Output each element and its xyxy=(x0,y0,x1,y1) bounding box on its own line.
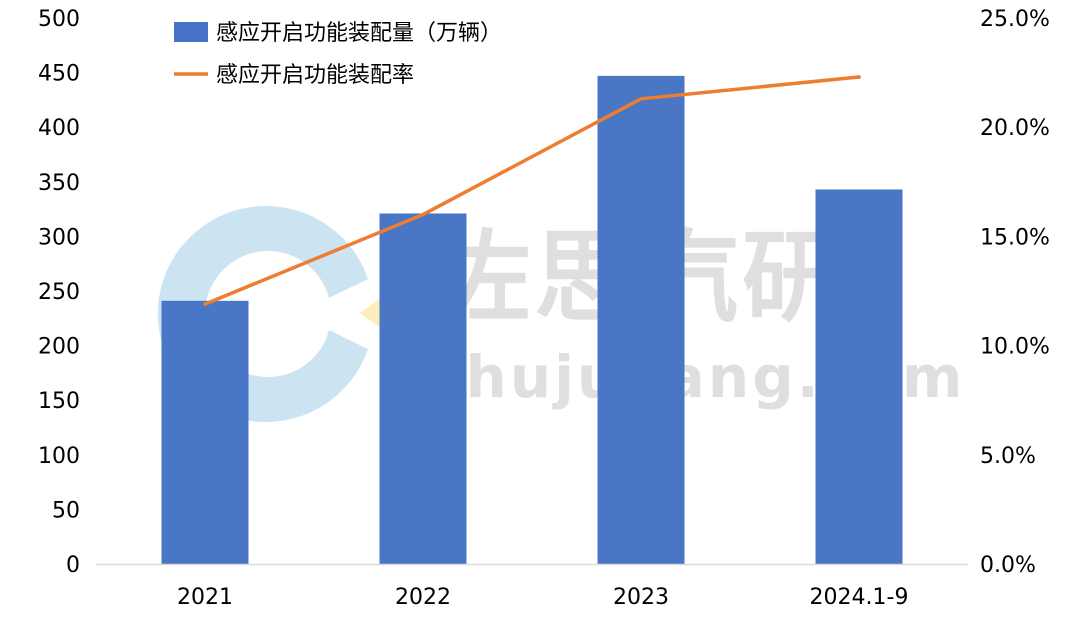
right-axis-ticks: 0.0% 5.0% 10.0% 15.0% 20.0% 25.0% xyxy=(980,7,1050,578)
bar xyxy=(161,300,249,564)
bar-series xyxy=(161,75,903,564)
y-left-tick-label: 500 xyxy=(38,7,80,32)
x-tick-label: 2024.1-9 xyxy=(810,585,909,610)
legend-bar-swatch xyxy=(174,22,208,42)
rate-line-points xyxy=(203,75,861,306)
legend-bar-label: 感应开启功能装配量（万辆） xyxy=(216,21,502,46)
y-left-tick-label: 50 xyxy=(52,498,80,523)
y-right-tick-label: 0.0% xyxy=(980,553,1036,578)
legend-line-label: 感应开启功能装配率 xyxy=(216,63,414,88)
x-tick-label: 2023 xyxy=(613,585,669,610)
y-left-tick-label: 350 xyxy=(38,171,80,196)
rate-point xyxy=(639,97,643,101)
rate-point xyxy=(857,75,861,79)
y-left-tick-label: 150 xyxy=(38,389,80,414)
y-left-tick-label: 400 xyxy=(38,116,80,141)
rate-line xyxy=(203,75,861,306)
bar xyxy=(815,189,903,564)
x-tick-label: 2022 xyxy=(395,585,451,610)
y-right-tick-label: 10.0% xyxy=(980,335,1050,360)
y-right-tick-label: 5.0% xyxy=(980,444,1036,469)
y-left-tick-label: 0 xyxy=(66,553,80,578)
y-right-tick-label: 15.0% xyxy=(980,225,1050,250)
bar xyxy=(379,213,467,564)
bar xyxy=(597,75,685,564)
y-left-tick-label: 100 xyxy=(38,444,80,469)
y-right-tick-label: 20.0% xyxy=(980,116,1050,141)
y-left-tick-label: 250 xyxy=(38,280,80,305)
y-right-tick-label: 25.0% xyxy=(980,7,1050,32)
x-tick-label: 2021 xyxy=(177,585,233,610)
y-left-tick-label: 300 xyxy=(38,225,80,250)
legend: 感应开启功能装配量（万辆） 感应开启功能装配率 xyxy=(174,21,502,88)
y-left-tick-label: 450 xyxy=(38,62,80,87)
left-axis-ticks: 0 50 100 150 200 250 300 350 400 450 500 xyxy=(38,7,80,578)
y-left-tick-label: 200 xyxy=(38,335,80,360)
rate-point xyxy=(421,212,425,217)
rate-point xyxy=(203,302,207,306)
x-axis-ticks: 2021 2022 2023 2024.1-9 xyxy=(177,585,908,610)
